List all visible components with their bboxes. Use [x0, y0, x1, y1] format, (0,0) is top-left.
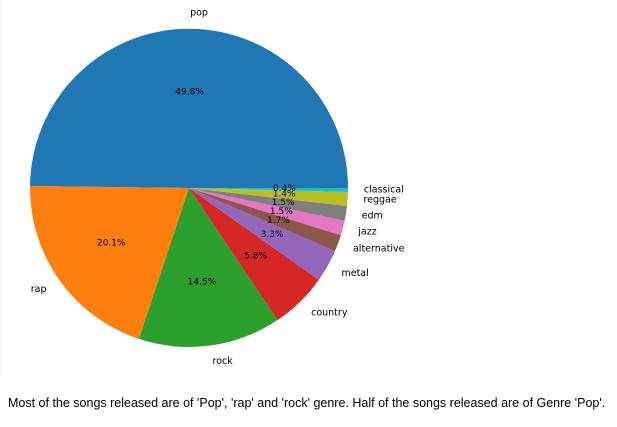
pie-percent-label-classical: 0.4%: [273, 184, 296, 194]
pie-percent-labels: 49.8%20.1%14.5%5.8%3.3%1.7%1.5%1.5%1.4%0…: [97, 88, 296, 288]
pie-slice-rap: [29, 186, 190, 339]
pie-percent-label-rock: 14.5%: [188, 278, 217, 288]
pie-category-label-rap: rap: [31, 284, 47, 295]
pie-chart-svg: 49.8%20.1%14.5%5.8%3.3%1.7%1.5%1.5%1.4%0…: [29, 8, 405, 367]
pie-category-label-country: country: [311, 308, 348, 319]
pie-slice-reggae: [189, 188, 348, 206]
pie-slice-rock: [138, 188, 278, 347]
pie-category-label-reggae: reggae: [363, 195, 396, 206]
pie-percent-label-jazz: 1.5%: [270, 207, 293, 217]
pie-slices: [29, 28, 349, 347]
pie-slice-metal: [189, 188, 335, 280]
pie-slice-edm: [189, 188, 347, 221]
pie-category-label-jazz: jazz: [357, 227, 376, 238]
pie-slice-country: [189, 188, 319, 321]
pie-percent-label-reggae: 1.4%: [273, 190, 296, 200]
pie-category-label-edm: edm: [362, 210, 383, 221]
pie-percent-label-rap: 20.1%: [97, 238, 126, 248]
pie-slice-alternative: [189, 188, 341, 252]
pie-percent-label-pop: 49.8%: [175, 88, 204, 98]
page-left-border: [0, 0, 1, 375]
pie-slice-pop: [30, 28, 349, 188]
pie-percent-label-edm: 1.5%: [272, 198, 295, 208]
pie-slice-classical: [189, 188, 348, 192]
chart-caption: Most of the songs released are of 'Pop',…: [8, 396, 606, 410]
genre-pie-chart: 49.8% 20.1% 14.5% 5.8% 3.3% 1.7% 1.5% 1.5% 1.4% 0…: [29, 8, 405, 367]
pie-category-label-classical: classical: [364, 185, 404, 196]
pie-category-label-metal: metal: [341, 268, 368, 279]
pie-percent-label-metal: 3.3%: [261, 230, 284, 240]
pie-category-label-pop: pop: [190, 8, 208, 19]
pie-category-label-rock: rock: [213, 356, 234, 367]
pie-percent-label-alternative: 1.7%: [267, 216, 290, 226]
pie-category-label-alternative: alternative: [353, 243, 405, 254]
pie-category-labels: pop rap rock country metal alternative jazz edm…: [31, 8, 405, 367]
pie-percent-label-country: 5.8%: [244, 251, 267, 261]
pie-slice-jazz: [189, 188, 345, 236]
